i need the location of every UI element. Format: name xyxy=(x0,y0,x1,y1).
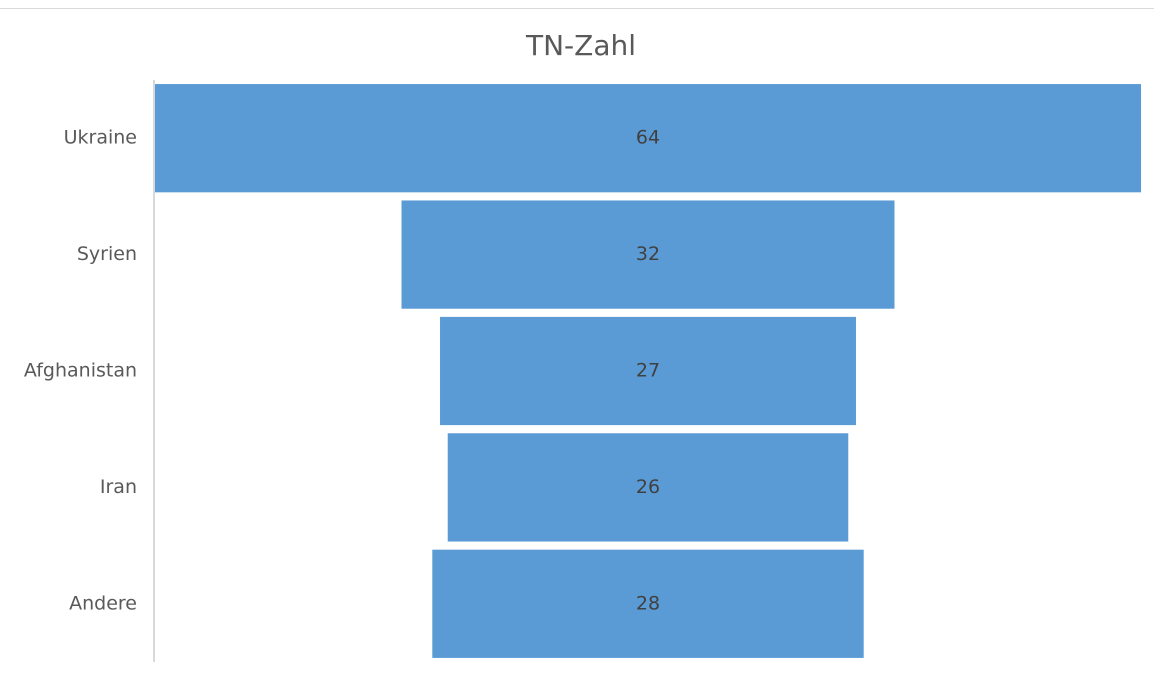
data-label: 26 xyxy=(636,476,660,498)
category-label: Afghanistan xyxy=(24,360,137,382)
category-label: Andere xyxy=(69,592,137,614)
data-label: 32 xyxy=(636,243,660,265)
bar xyxy=(401,200,895,309)
data-label: 27 xyxy=(636,360,660,382)
bar xyxy=(155,84,1141,193)
category-label: Syrien xyxy=(77,243,137,265)
bar xyxy=(447,433,849,542)
data-label: 64 xyxy=(636,127,660,149)
category-label: Ukraine xyxy=(64,127,137,149)
category-label: Iran xyxy=(100,476,137,498)
chart-title: TN-Zahl xyxy=(525,29,636,62)
bar xyxy=(432,549,864,658)
data-label: 28 xyxy=(636,592,660,614)
bar xyxy=(440,316,856,426)
